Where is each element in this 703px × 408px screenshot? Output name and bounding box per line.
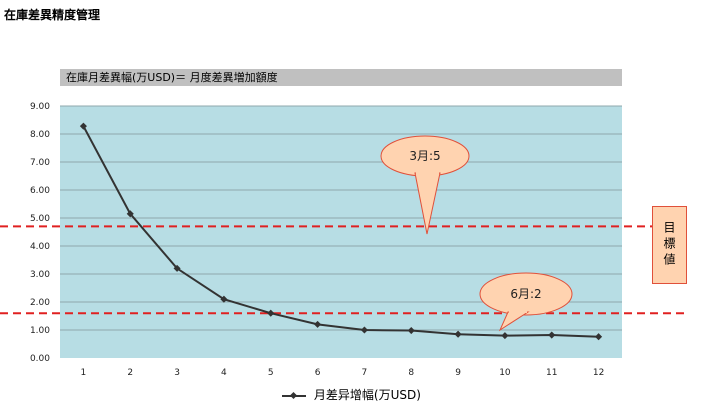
x-tick-label: 11 — [546, 368, 557, 378]
x-tick-label: 4 — [221, 368, 227, 378]
data-point — [79, 122, 87, 130]
data-point — [595, 333, 603, 341]
x-tick-label: 12 — [593, 368, 604, 378]
series-line — [82, 125, 599, 338]
x-tick-label: 9 — [455, 368, 461, 378]
legend-line-icon — [282, 391, 307, 401]
target-value-box: 目標値 — [652, 206, 687, 284]
data-point — [126, 210, 134, 218]
x-tick-label: 5 — [268, 368, 274, 378]
callout: 6月:2 — [479, 272, 573, 332]
y-tick-label: 0.00 — [30, 354, 50, 364]
data-point — [314, 320, 322, 328]
x-tick-label: 1 — [81, 368, 87, 378]
x-tick-label: 6 — [315, 368, 321, 378]
y-tick-label: 2.00 — [30, 298, 50, 308]
data-point — [407, 327, 415, 335]
data-point — [360, 326, 368, 334]
y-tick-label: 5.00 — [30, 214, 50, 224]
callout-label: 3月:5 — [409, 149, 440, 163]
y-tick-label: 6.00 — [30, 186, 50, 196]
page-title: 在庫差異精度管理 — [4, 8, 101, 22]
data-point — [548, 331, 556, 339]
callout-seam — [416, 170, 439, 174]
chart-title: 在庫月差異幅(万USD)＝ 月度差異増加額度 — [60, 69, 622, 86]
data-point — [267, 309, 275, 317]
x-tick-label: 2 — [127, 368, 133, 378]
y-tick-label: 4.00 — [30, 242, 50, 252]
y-tick-label: 3.00 — [30, 270, 50, 280]
data-point — [501, 332, 509, 340]
plot-area — [60, 106, 622, 358]
target-value-label: 目標値 — [662, 221, 676, 269]
x-tick-label: 3 — [174, 368, 180, 378]
callout-bubble — [479, 272, 573, 316]
y-tick-label: 1.00 — [30, 326, 50, 336]
line-chart: 0.00 1.00 2.00 3.00 4.00 5.00 6.00 7.00 8.00 9.00… — [0, 102, 686, 378]
y-tick-label: 8.00 — [30, 130, 50, 140]
x-tick-label: 7 — [362, 368, 368, 378]
callout-label: 6月:2 — [510, 287, 541, 301]
data-point — [173, 264, 181, 272]
y-tick-label: 9.00 — [30, 102, 50, 112]
data-point — [454, 330, 462, 338]
data-point — [220, 295, 228, 303]
y-tick-label: 7.00 — [30, 158, 50, 168]
legend: 月差异增幅(万USD) — [0, 386, 703, 403]
callout-seam — [509, 309, 527, 313]
legend-series-label: 月差异增幅(万USD) — [313, 388, 421, 402]
x-tick-label: 10 — [499, 368, 511, 378]
callout: 3月:5 — [380, 135, 470, 235]
x-tick-label: 8 — [408, 368, 414, 378]
